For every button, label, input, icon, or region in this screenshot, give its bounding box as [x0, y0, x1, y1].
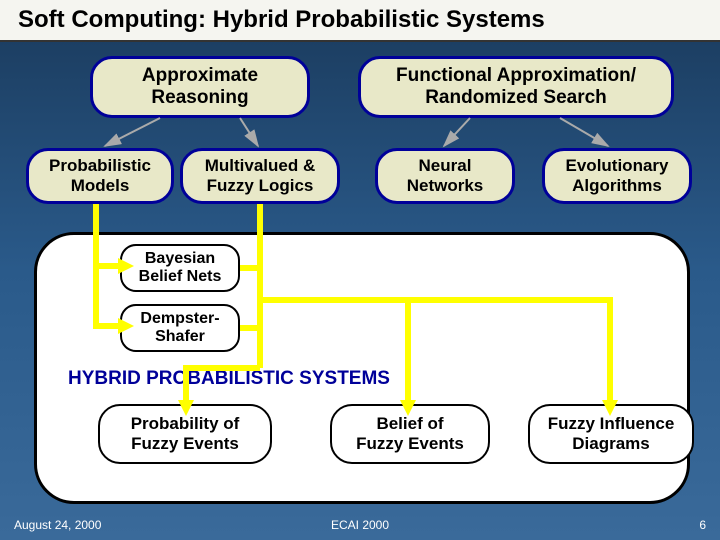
node-belief-fuzzy-events: Belief ofFuzzy Events [330, 404, 490, 464]
footer-center: ECAI 2000 [331, 518, 389, 532]
page-title: Soft Computing: Hybrid Probabilistic Sys… [0, 0, 720, 42]
node-approximate-reasoning: ApproximateReasoning [90, 56, 310, 118]
node-probability-fuzzy-events: Probability ofFuzzy Events [98, 404, 272, 464]
node-fuzzy-influence-diagrams: Fuzzy InfluenceDiagrams [528, 404, 694, 464]
footer-page-number: 6 [699, 518, 706, 532]
node-probabilistic-models: ProbabilisticModels [26, 148, 174, 204]
node-bayesian-belief-nets: BayesianBelief Nets [120, 244, 240, 292]
node-multivalued-fuzzy: Multivalued &Fuzzy Logics [180, 148, 340, 204]
node-evolutionary-algorithms: EvolutionaryAlgorithms [542, 148, 692, 204]
footer-date: August 24, 2000 [14, 518, 101, 532]
node-dempster-shafer: Dempster-Shafer [120, 304, 240, 352]
hybrid-section-title: HYBRID PROBABILISTIC SYSTEMS [68, 368, 390, 390]
node-functional-approx: Functional Approximation/Randomized Sear… [358, 56, 674, 118]
node-neural-networks: NeuralNetworks [375, 148, 515, 204]
